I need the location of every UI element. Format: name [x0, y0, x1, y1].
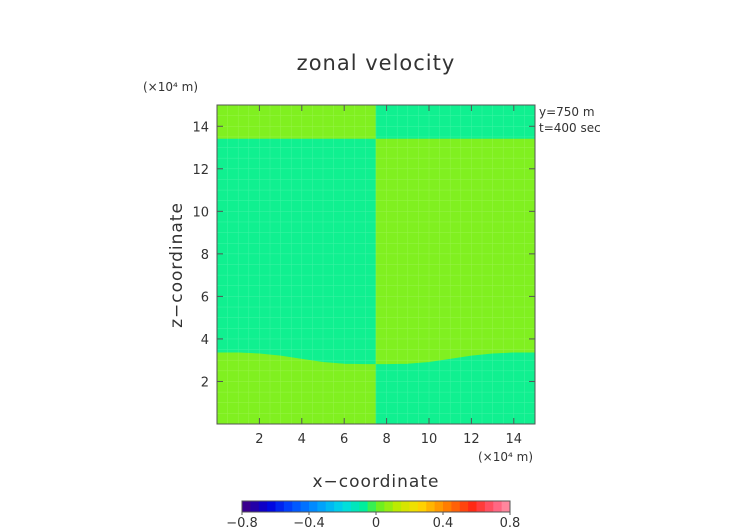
x-tick-label: 6 — [340, 432, 348, 447]
chart-title: zonal velocity — [297, 51, 456, 75]
colorbar-cell — [443, 501, 452, 512]
y-tick-label: 6 — [201, 290, 209, 305]
colorbar-cell — [459, 501, 469, 512]
colorbar-cell — [334, 501, 343, 512]
colorbar-cell — [384, 501, 394, 512]
colorbar-tick-label: −0.8 — [226, 516, 258, 531]
x-tick-label: 2 — [255, 432, 263, 447]
colorbar-cell — [376, 501, 385, 512]
y-tick-label: 8 — [201, 248, 209, 263]
y-tick-label: 14 — [192, 120, 209, 135]
colorbar-cell — [300, 501, 310, 512]
colorbar-cell — [258, 501, 268, 512]
colorbar-cell — [342, 501, 352, 512]
colorbar-cell — [367, 501, 377, 512]
colorbar-tick-label: 0.8 — [500, 516, 521, 531]
colorbar-cell — [417, 501, 427, 512]
y-unit-label: (×10⁴ m) — [143, 80, 198, 94]
colorbar-tick-label: 0.4 — [433, 516, 454, 531]
colorbar-tick-label: −0.4 — [293, 516, 325, 531]
colorbar-cell — [401, 501, 410, 512]
y-axis-label: z−coordinate — [167, 202, 187, 328]
region-upper-right — [375, 104, 536, 140]
region-upper-left — [216, 104, 377, 140]
colorbar-cell — [392, 501, 402, 512]
x-tick-label: 8 — [382, 432, 390, 447]
y-axis: 2 4 6 8 10 12 14 — [192, 120, 535, 390]
x-axis-label: x−coordinate — [313, 472, 440, 492]
plot-frame — [216, 104, 536, 425]
x-tick-label: 14 — [506, 432, 523, 447]
x-tick-label: 4 — [298, 432, 306, 447]
colorbar-cell — [484, 501, 494, 512]
colorbar-cell — [242, 501, 251, 512]
y-tick-label: 12 — [192, 163, 209, 178]
annotation-y: y=750 m — [539, 105, 595, 119]
colorbar-cell — [409, 501, 419, 512]
colorbar-cell — [434, 501, 444, 512]
colorbar-cell — [493, 501, 503, 512]
y-tick-label: 2 — [201, 375, 209, 390]
colorbar-cell — [468, 501, 477, 512]
plot-area — [216, 104, 536, 425]
y-tick-label: 10 — [192, 205, 209, 220]
region-middle-left — [216, 138, 377, 365]
x-tick-label: 10 — [421, 432, 438, 447]
colorbar-cell — [292, 501, 302, 512]
colorbar-cell — [451, 501, 461, 512]
colorbar-cell — [350, 501, 360, 512]
region-middle-right — [375, 138, 536, 365]
colorbar: −0.8 −0.4 0 0.4 0.8 — [226, 500, 521, 531]
x-unit-label: (×10⁴ m) — [478, 450, 533, 464]
annotation-t: t=400 sec — [539, 121, 601, 135]
colorbar-cell — [267, 501, 276, 512]
colorbar-cell — [250, 501, 260, 512]
x-axis: 2 4 6 8 10 12 14 — [255, 105, 522, 447]
colorbar-cell — [309, 501, 318, 512]
colorbar-cell — [325, 501, 335, 512]
plot-texture — [217, 105, 535, 424]
colorbar-cell — [426, 501, 436, 512]
colorbar-cell — [275, 501, 285, 512]
colorbar-cell — [501, 501, 511, 512]
colorbar-cell — [317, 501, 327, 512]
colorbar-cell — [476, 501, 486, 512]
colorbar-cell — [283, 501, 293, 512]
colorbar-cell — [359, 501, 369, 512]
colorbar-tick-label: 0 — [372, 516, 380, 531]
x-tick-label: 12 — [463, 432, 480, 447]
y-tick-label: 4 — [201, 333, 209, 348]
